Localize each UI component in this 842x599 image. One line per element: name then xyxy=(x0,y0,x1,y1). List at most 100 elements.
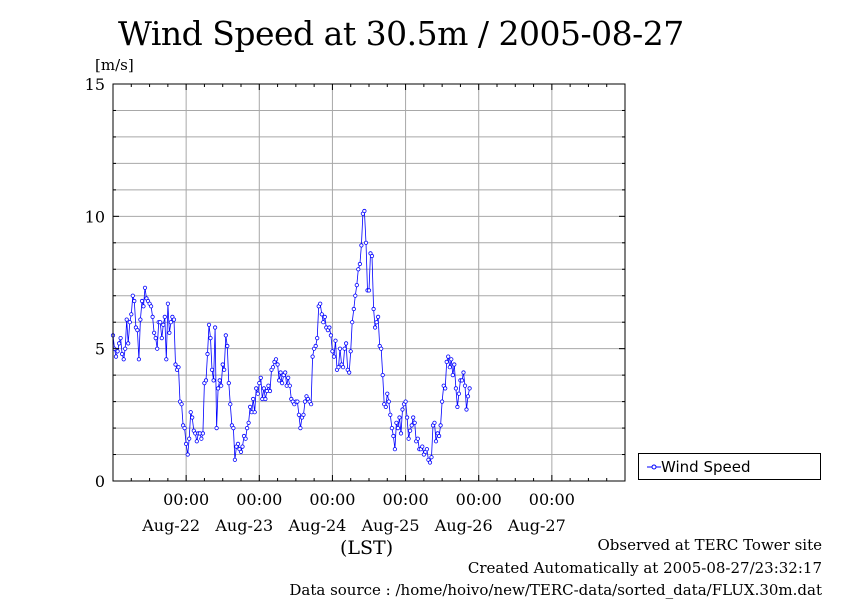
data-point xyxy=(243,436,248,441)
data-point xyxy=(245,425,250,431)
y-axis: 0 5 10 15 xyxy=(85,75,625,491)
data-point xyxy=(302,399,308,404)
data-point xyxy=(467,386,472,391)
data-point xyxy=(155,346,160,351)
data-point xyxy=(359,243,364,248)
data-point xyxy=(436,433,442,439)
x-tick-time-label: 00:00 xyxy=(456,490,502,509)
data-point xyxy=(450,372,455,378)
data-point xyxy=(449,357,454,362)
data-point xyxy=(214,425,219,431)
data-point xyxy=(164,357,169,362)
data-point xyxy=(366,288,372,293)
data-point xyxy=(194,439,199,444)
data-point xyxy=(388,412,393,417)
data-point xyxy=(206,322,212,327)
data-point xyxy=(179,402,184,407)
data-point xyxy=(270,365,276,370)
data-point xyxy=(223,333,228,338)
data-point xyxy=(424,447,429,452)
data-point xyxy=(255,391,260,396)
data-point xyxy=(342,346,347,351)
data-point xyxy=(205,351,210,357)
data-point xyxy=(310,354,315,359)
data-point xyxy=(228,402,233,407)
data-point xyxy=(406,436,411,441)
data-point xyxy=(200,431,205,436)
series-line xyxy=(112,209,470,464)
data-point xyxy=(392,447,397,452)
data-point xyxy=(301,412,306,417)
legend: Wind Speed xyxy=(638,453,821,480)
data-point xyxy=(220,362,225,367)
data-point xyxy=(400,407,405,412)
data-point xyxy=(313,343,318,349)
data-point xyxy=(263,396,268,402)
data-point xyxy=(322,314,327,319)
data-point xyxy=(182,425,187,431)
data-point xyxy=(267,388,273,394)
y-axis-unit-label: [m/s] xyxy=(95,56,134,74)
data-point xyxy=(452,362,457,367)
data-point xyxy=(459,378,465,383)
data-point xyxy=(209,367,215,372)
data-point xyxy=(447,365,452,370)
data-point xyxy=(372,325,378,330)
data-point xyxy=(208,335,213,341)
data-point xyxy=(409,423,414,428)
legend-line-marker-icon xyxy=(647,464,661,470)
footer-observation-site: Observed at TERC Tower site xyxy=(597,536,822,554)
data-point xyxy=(403,399,408,404)
data-point xyxy=(257,380,262,386)
data-point xyxy=(439,399,445,404)
data-point xyxy=(279,380,285,386)
data-point xyxy=(176,365,181,370)
y-tick-label: 10 xyxy=(85,207,105,226)
data-point xyxy=(369,253,375,259)
data-point xyxy=(135,327,140,333)
data-point xyxy=(407,428,413,433)
data-point xyxy=(173,362,178,367)
legend-label-wind-speed: Wind Speed xyxy=(661,458,751,476)
data-point xyxy=(199,436,204,441)
data-point xyxy=(336,365,341,370)
data-point xyxy=(266,383,271,388)
x-tick-date-label: Aug-26 xyxy=(434,516,493,535)
data-point xyxy=(142,285,148,290)
data-point xyxy=(443,386,448,391)
data-point xyxy=(113,354,119,359)
data-point xyxy=(118,335,123,341)
data-point xyxy=(168,320,173,325)
data-point xyxy=(327,325,332,330)
data-point xyxy=(455,404,460,409)
data-point xyxy=(132,298,137,304)
data-point xyxy=(120,351,125,357)
data-point xyxy=(129,312,134,317)
data-point xyxy=(350,320,355,325)
data-point xyxy=(190,415,195,420)
data-point xyxy=(462,383,468,388)
data-point xyxy=(153,335,158,341)
data-point xyxy=(386,399,391,404)
data-point xyxy=(343,341,349,346)
data-point xyxy=(394,420,399,425)
data-point xyxy=(453,386,458,391)
data-point xyxy=(464,407,469,412)
data-point xyxy=(461,370,466,375)
data-point xyxy=(296,412,301,417)
y-tick-label: 5 xyxy=(95,340,105,359)
data-point xyxy=(123,346,128,351)
data-point xyxy=(159,335,164,341)
data-point xyxy=(412,420,417,425)
data-point xyxy=(319,312,324,317)
data-point xyxy=(248,404,253,409)
data-point xyxy=(362,208,367,214)
data-point xyxy=(379,346,384,351)
data-point xyxy=(258,375,263,380)
x-tick-time-label: 00:00 xyxy=(163,490,209,509)
data-point xyxy=(420,444,425,449)
grid-lines xyxy=(113,84,625,481)
y-tick-label: 15 xyxy=(85,75,105,94)
data-point xyxy=(276,378,282,383)
